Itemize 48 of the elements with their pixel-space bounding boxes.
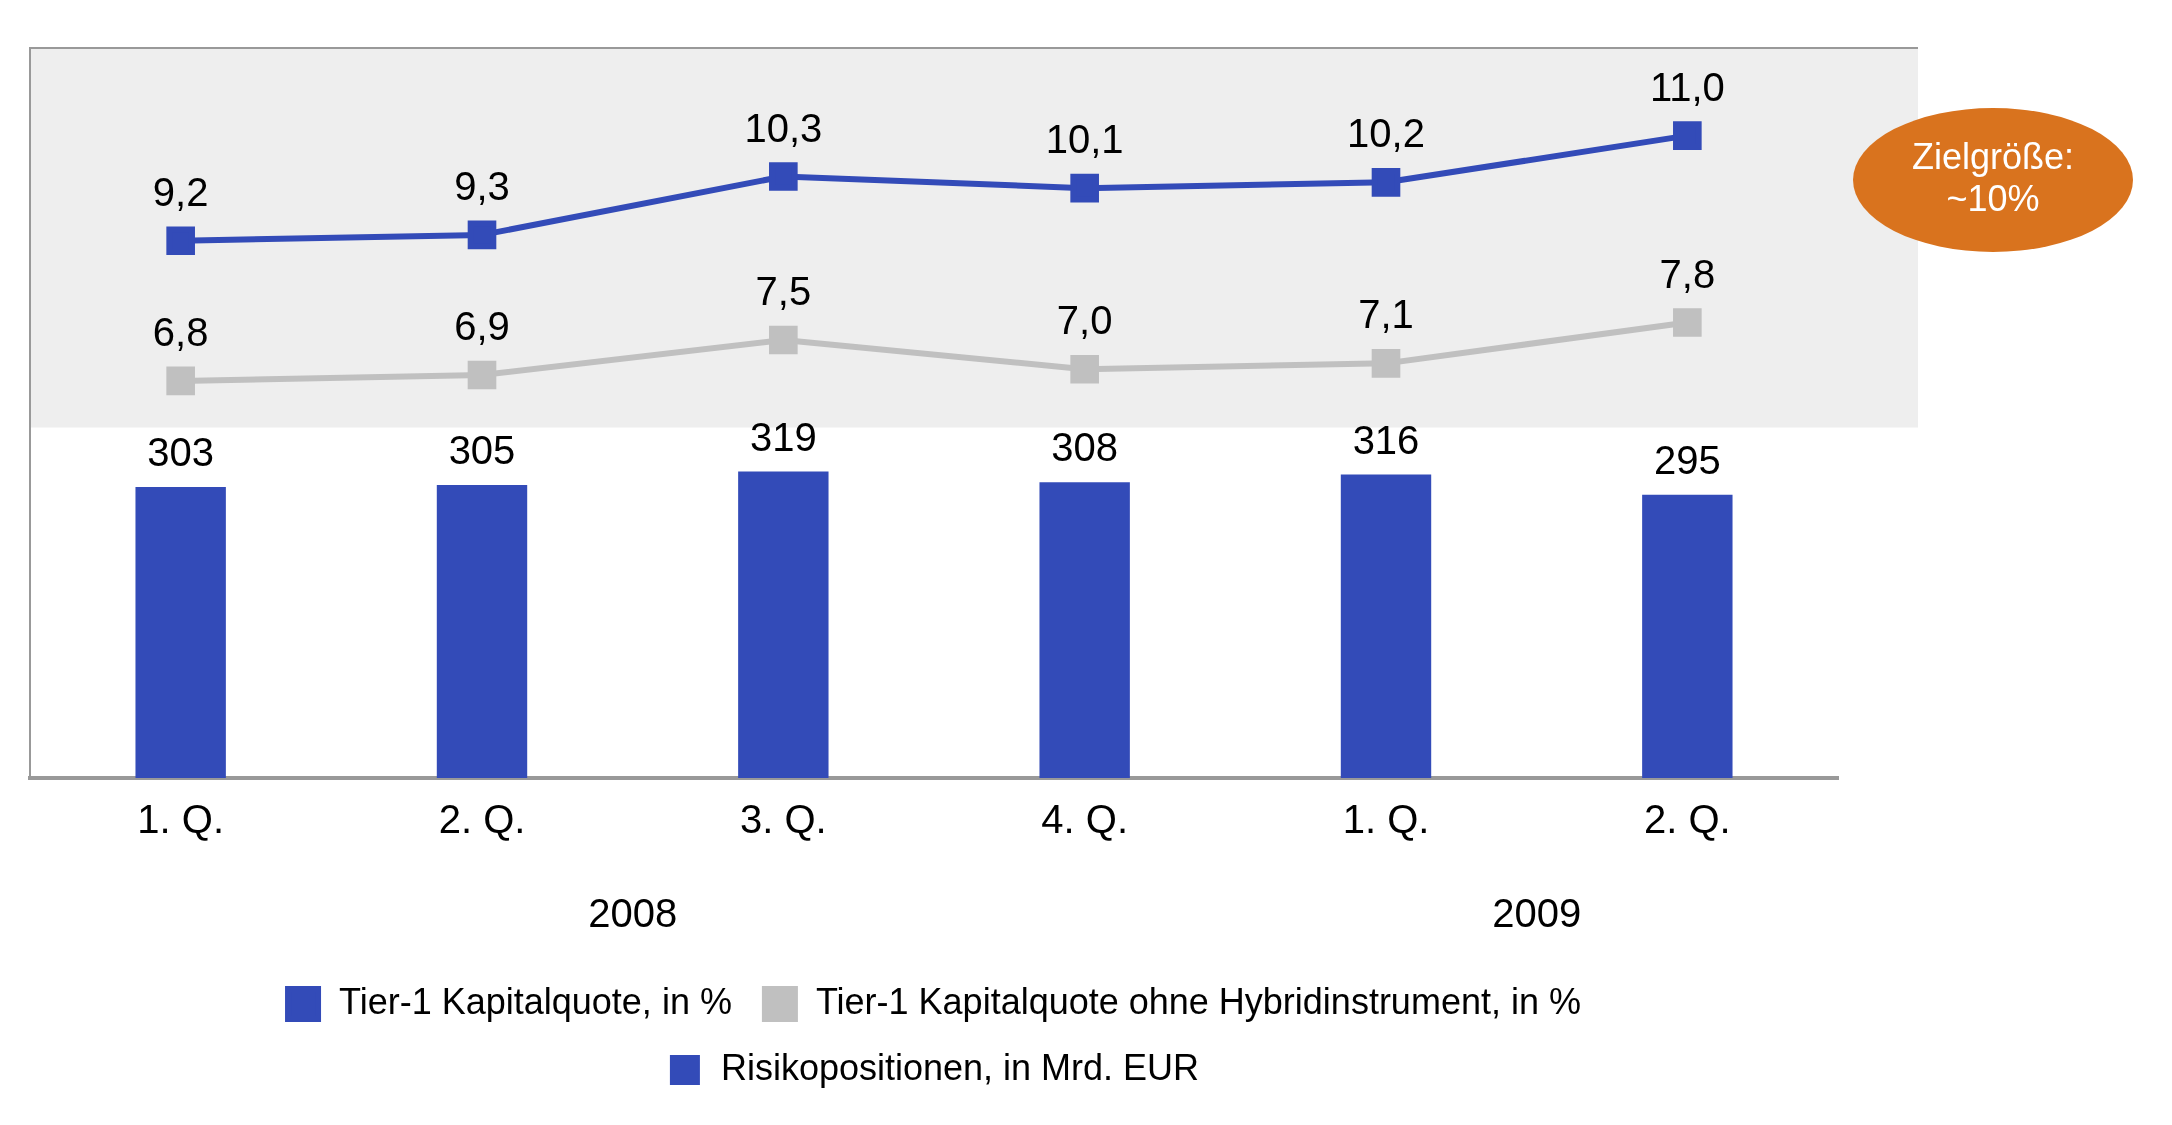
legend-label: Risikopositionen, in Mrd. EUR	[720, 1046, 1200, 1088]
data-label: 319	[749, 414, 817, 459]
legend-label: Tier-1 Kapitalquote ohne Hybridinstrument, in %	[815, 980, 1581, 1022]
point	[1070, 173, 1099, 203]
data-label: 6,9	[454, 304, 510, 349]
x-tick-label: 1. Q.	[1342, 797, 1430, 842]
point	[769, 162, 798, 191]
data-label: 10,3	[744, 105, 823, 150]
point	[769, 325, 798, 355]
x-tick-label: 3. Q.	[739, 797, 827, 842]
bar	[1642, 494, 1733, 778]
point	[1673, 121, 1702, 150]
point	[1070, 354, 1099, 384]
legend-label: Tier-1 Kapitalquote, in %	[339, 980, 732, 1022]
data-label: 10,2	[1347, 111, 1425, 156]
annotation: Zielgröße: ~10%	[1910, 136, 2076, 220]
data-label: 305	[448, 428, 516, 473]
point	[1673, 308, 1702, 337]
point	[1371, 168, 1401, 197]
bar	[1340, 474, 1432, 778]
x-tick-label: 4. Q.	[1041, 797, 1129, 842]
data-label: 308	[1051, 425, 1119, 470]
data-label: 7,8	[1659, 251, 1716, 296]
data-label: 295	[1653, 437, 1721, 482]
x-tick-label: 2. Q.	[438, 797, 526, 842]
point	[1371, 349, 1401, 378]
data-label: 6,8	[152, 309, 209, 354]
data-label: 9,3	[454, 163, 510, 208]
x-tick-label: 2. Q.	[1643, 797, 1731, 842]
bar	[738, 471, 829, 778]
point	[166, 226, 195, 256]
x-tick-label: 1. Q.	[137, 797, 225, 842]
data-label: 7,1	[1358, 292, 1414, 337]
data-label: 10,1	[1045, 117, 1124, 162]
data-label: 303	[147, 429, 215, 474]
data-label: 7,5	[755, 269, 812, 314]
point	[467, 360, 497, 390]
data-label: 9,2	[152, 169, 209, 214]
bar	[436, 485, 528, 778]
bar	[135, 486, 226, 778]
data-label: 7,0	[1056, 298, 1113, 343]
point	[467, 220, 497, 250]
bar	[1039, 482, 1130, 778]
data-label: 316	[1352, 417, 1420, 462]
data-label: 11,0	[1649, 64, 1725, 109]
point	[166, 366, 195, 396]
text: 2008	[588, 891, 678, 936]
text: 2009	[1492, 891, 1582, 936]
